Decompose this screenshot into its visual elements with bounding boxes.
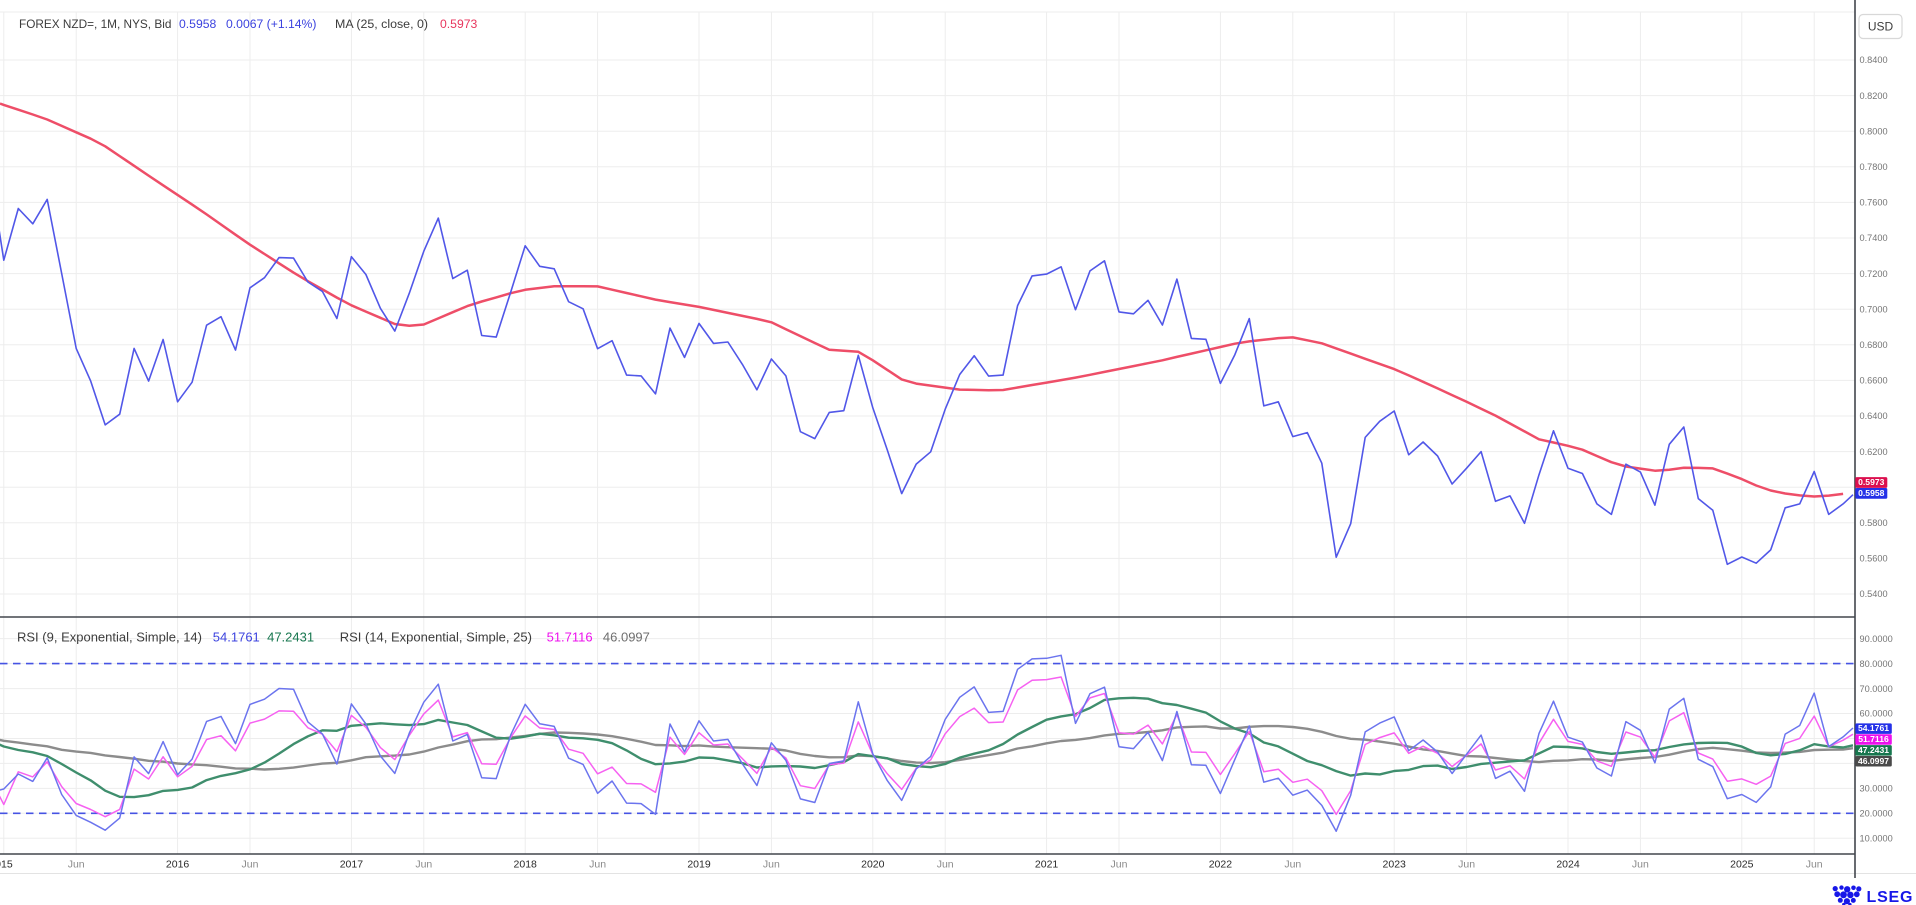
svg-text:0.5958: 0.5958	[1858, 488, 1885, 498]
svg-text:Jun: Jun	[242, 859, 259, 871]
svg-text:80.0000: 80.0000	[1860, 659, 1893, 669]
svg-text:RSI (9, Exponential, Simple, 1: RSI (9, Exponential, Simple, 14)	[17, 630, 202, 645]
svg-text:Jun: Jun	[1458, 859, 1475, 871]
svg-text:54.1761: 54.1761	[213, 630, 260, 645]
svg-text:2018: 2018	[514, 859, 538, 871]
svg-text:0.5800: 0.5800	[1860, 518, 1888, 528]
svg-text:2021: 2021	[1035, 859, 1059, 871]
svg-text:46.0997: 46.0997	[1858, 756, 1889, 766]
svg-text:0.8400: 0.8400	[1860, 55, 1888, 65]
svg-text:2025: 2025	[1730, 859, 1754, 871]
svg-text:0.5973: 0.5973	[440, 17, 477, 31]
svg-text:0.6200: 0.6200	[1860, 447, 1888, 457]
svg-text:0.5600: 0.5600	[1860, 554, 1888, 564]
svg-text:0.6600: 0.6600	[1860, 376, 1888, 386]
svg-text:Jun: Jun	[1806, 859, 1823, 871]
svg-text:0.8200: 0.8200	[1860, 91, 1888, 101]
svg-text:0.7800: 0.7800	[1860, 162, 1888, 172]
svg-text:Jun: Jun	[763, 859, 780, 871]
svg-text:2023: 2023	[1383, 859, 1407, 871]
svg-text:0.7200: 0.7200	[1860, 269, 1888, 279]
svg-text:Jun: Jun	[1284, 859, 1301, 871]
svg-text:0.0067 (+1.14%): 0.0067 (+1.14%)	[226, 17, 316, 31]
svg-text:2022: 2022	[1209, 859, 1233, 871]
svg-text:Jun: Jun	[68, 859, 85, 871]
svg-text:0.7400: 0.7400	[1860, 233, 1888, 243]
svg-text:51.7116: 51.7116	[547, 630, 593, 645]
svg-text:Jun: Jun	[589, 859, 606, 871]
svg-text:0.6400: 0.6400	[1860, 411, 1888, 421]
svg-text:20.0000: 20.0000	[1860, 809, 1893, 819]
svg-text:30.0000: 30.0000	[1860, 784, 1893, 794]
svg-text:Jun: Jun	[937, 859, 954, 871]
svg-text:70.0000: 70.0000	[1860, 684, 1893, 694]
svg-text:Jun: Jun	[1632, 859, 1649, 871]
svg-text:2017: 2017	[340, 859, 364, 871]
svg-text:RSI (14, Exponential, Simple,: RSI (14, Exponential, Simple, 25)	[340, 630, 532, 645]
svg-text:0.6800: 0.6800	[1860, 340, 1888, 350]
svg-text:0.8000: 0.8000	[1860, 126, 1888, 136]
svg-text:46.0997: 46.0997	[603, 630, 650, 645]
svg-text:Jun: Jun	[415, 859, 432, 871]
svg-text:60.0000: 60.0000	[1860, 709, 1893, 719]
svg-text:2015: 2015	[0, 859, 13, 871]
svg-text:47.2431: 47.2431	[267, 630, 314, 645]
svg-text:2020: 2020	[861, 859, 885, 871]
svg-text:47.2431: 47.2431	[1858, 745, 1889, 755]
svg-text:Jun: Jun	[1111, 859, 1128, 871]
svg-text:LSEG: LSEG	[1867, 889, 1914, 905]
svg-text:54.1761: 54.1761	[1858, 723, 1889, 733]
svg-text:0.5973: 0.5973	[1858, 477, 1885, 487]
svg-text:USD: USD	[1868, 20, 1894, 34]
svg-text:2024: 2024	[1556, 859, 1580, 871]
svg-text:0.7600: 0.7600	[1860, 198, 1888, 208]
svg-text:10.0000: 10.0000	[1860, 834, 1893, 844]
svg-text:0.5958: 0.5958	[179, 17, 216, 31]
svg-text:51.7116: 51.7116	[1858, 734, 1889, 744]
svg-text:MA (25, close, 0): MA (25, close, 0)	[335, 17, 428, 31]
svg-text:FOREX NZD=, 1M, NYS, Bid: FOREX NZD=, 1M, NYS, Bid	[19, 17, 171, 31]
svg-text:2016: 2016	[166, 859, 190, 871]
svg-text:0.7000: 0.7000	[1860, 304, 1888, 314]
svg-text:90.0000: 90.0000	[1860, 634, 1893, 644]
svg-text:0.5400: 0.5400	[1860, 589, 1888, 599]
svg-text:2019: 2019	[687, 859, 711, 871]
